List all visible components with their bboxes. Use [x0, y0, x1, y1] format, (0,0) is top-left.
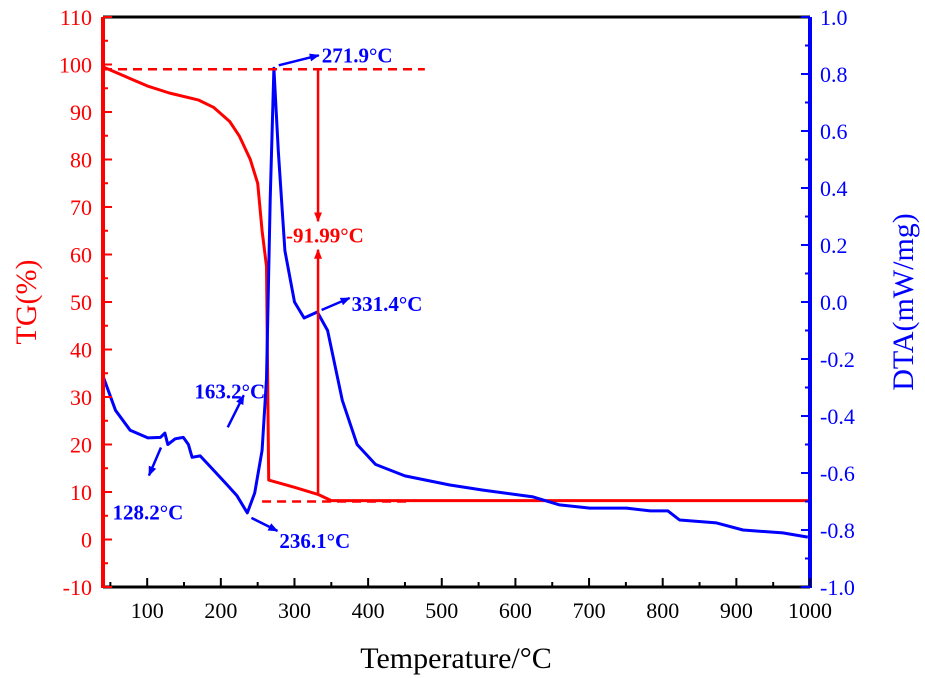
right-tick-label: -0.8 [820, 518, 855, 543]
series-layer [101, 65, 810, 539]
left-tick-label: 0 [81, 528, 92, 553]
x-tick-label: 600 [499, 598, 532, 623]
x-axis-label: Temperature/°C [360, 642, 551, 675]
right-tick-label: -0.6 [820, 461, 855, 486]
reference-lines [103, 68, 425, 503]
axes: 100 200 300 400 500 600 700 800 900 1000 -10 0 10 20 3… [59, 5, 855, 623]
x-tick-label: 1000 [788, 598, 832, 623]
peak-label: 331.4°C [352, 292, 423, 316]
peak-label: 271.9°C [322, 43, 393, 67]
x-tick-label: 300 [278, 598, 311, 623]
x-tick-label: 800 [646, 598, 679, 623]
left-tick-label: 60 [70, 243, 92, 268]
left-tick-label: 80 [70, 148, 92, 173]
left-tick-label: -10 [63, 575, 92, 600]
right-tick-label: 0.4 [820, 176, 848, 201]
left-tick-label: 50 [70, 290, 92, 315]
peak-label: 163.2°C [194, 379, 265, 403]
right-tick-label: -0.4 [820, 404, 855, 429]
left-tick-label: 10 [70, 480, 92, 505]
annotations: 271.9°C 331.4°C 163.2°C 128.2°C 236.1°C [113, 43, 423, 553]
mass-loss-label: -91.99°C [286, 224, 364, 248]
left-tick-label: 70 [70, 195, 92, 220]
right-tick-label: 0.6 [820, 119, 848, 144]
tg-curve [102, 65, 810, 503]
right-tick-label: -0.2 [820, 347, 855, 372]
left-tick-label: 110 [60, 5, 92, 30]
peak-arrow [278, 53, 320, 67]
right-tick-label: 0.8 [820, 62, 848, 87]
right-tick-label: 0.0 [820, 290, 848, 315]
peak-label: 236.1°C [279, 529, 350, 553]
peak-arrow [250, 516, 279, 533]
left-tick-label: 100 [59, 53, 92, 78]
left-tick-label: 40 [70, 338, 92, 363]
peak-arrow [147, 447, 163, 477]
peak-arrow [321, 296, 351, 312]
x-tick-label: 100 [131, 598, 164, 623]
dta-curve [101, 66, 809, 539]
x-tick-label: 700 [573, 598, 606, 623]
x-tick-label: 500 [425, 598, 458, 623]
left-tick-label: 30 [70, 385, 92, 410]
right-tick-label: 1.0 [820, 5, 848, 30]
left-tick-label: 20 [70, 433, 92, 458]
right-tick-label: -1.0 [820, 575, 855, 600]
peak-arrow [226, 394, 245, 428]
left-tick-label: 90 [70, 100, 92, 125]
x-tick-label: 900 [720, 598, 753, 623]
x-tick-label: 400 [352, 598, 385, 623]
right-axis-label: DTA(mW/mg) [887, 213, 920, 391]
peak-label: 128.2°C [113, 501, 184, 525]
x-tick-label: 200 [204, 598, 237, 623]
right-tick-label: 0.2 [820, 233, 848, 258]
left-axis-label: TG(%) [10, 260, 43, 345]
